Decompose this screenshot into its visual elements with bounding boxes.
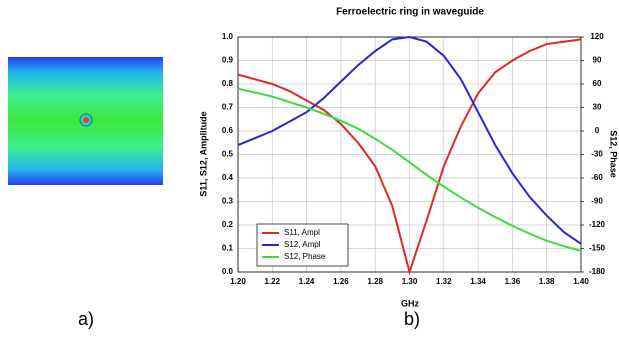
panel-label: a)	[78, 309, 94, 329]
y2-tick-label: 90	[593, 56, 602, 65]
legend-label: S12, Ampl	[284, 240, 321, 249]
y2-tick-label: -90	[591, 197, 603, 206]
x-tick-label: 1.30	[402, 277, 418, 286]
legend-label: S12, Phase	[284, 252, 326, 261]
y2-tick-label: -150	[589, 244, 606, 253]
y-tick-label: 0.6	[222, 126, 234, 135]
plot: 1.20 1.22 1.24 1.26 1.28 1.30 1.32 1.34 1.36 1.38…	[222, 32, 606, 286]
x-tick-label: 1.32	[436, 277, 452, 286]
y-tick-label: 0.5	[222, 150, 234, 159]
x-tick-label: 1.34	[470, 277, 486, 286]
chart-title: Ferroelectric ring in waveguide	[336, 7, 484, 18]
series-line	[237, 87, 582, 252]
x-tick-label: 1.20	[230, 277, 246, 286]
panel-label: b)	[404, 309, 420, 329]
y2-tick-label: 120	[590, 32, 604, 41]
y2-tick-label: -60	[591, 173, 603, 182]
x-tick-label: 1.36	[505, 277, 521, 286]
y-tick-label: 0.9	[222, 56, 234, 65]
y2-tick-label: 60	[593, 79, 602, 88]
field-image	[8, 57, 163, 185]
x-tick-label: 1.40	[573, 277, 589, 286]
y-axis-title: S11, S12, Amplitude	[198, 111, 208, 196]
y2-axis-title: S12, Phase	[609, 130, 619, 178]
y2-tick-label: -180	[589, 267, 606, 276]
x-tick-label: 1.26	[333, 277, 349, 286]
x-tick-label: 1.38	[539, 277, 555, 286]
y2-tick-label: -30	[591, 150, 603, 159]
y-tick-label: 0.7	[222, 103, 234, 112]
y-tick-label: 0.0	[222, 267, 234, 276]
series-line	[237, 38, 582, 276]
y2-tick-label: -120	[589, 220, 606, 229]
y2-tick-label: 30	[593, 103, 602, 112]
legend-label: S11, Ampl	[284, 228, 320, 237]
y-tick-label: 1.0	[222, 32, 234, 41]
x-tick-label: 1.24	[299, 277, 315, 286]
y-tick-label: 0.2	[222, 220, 234, 229]
x-axis-title: GHz	[401, 298, 420, 308]
series-line	[237, 35, 582, 245]
y-tick-label: 0.4	[222, 173, 234, 182]
y2-tick-label: 0	[595, 126, 600, 135]
y-tick-label: 0.8	[222, 79, 234, 88]
y-tick-label: 0.3	[222, 197, 234, 206]
x-tick-label: 1.22	[265, 277, 281, 286]
x-tick-label: 1.28	[367, 277, 383, 286]
y-tick-label: 0.1	[222, 244, 234, 253]
